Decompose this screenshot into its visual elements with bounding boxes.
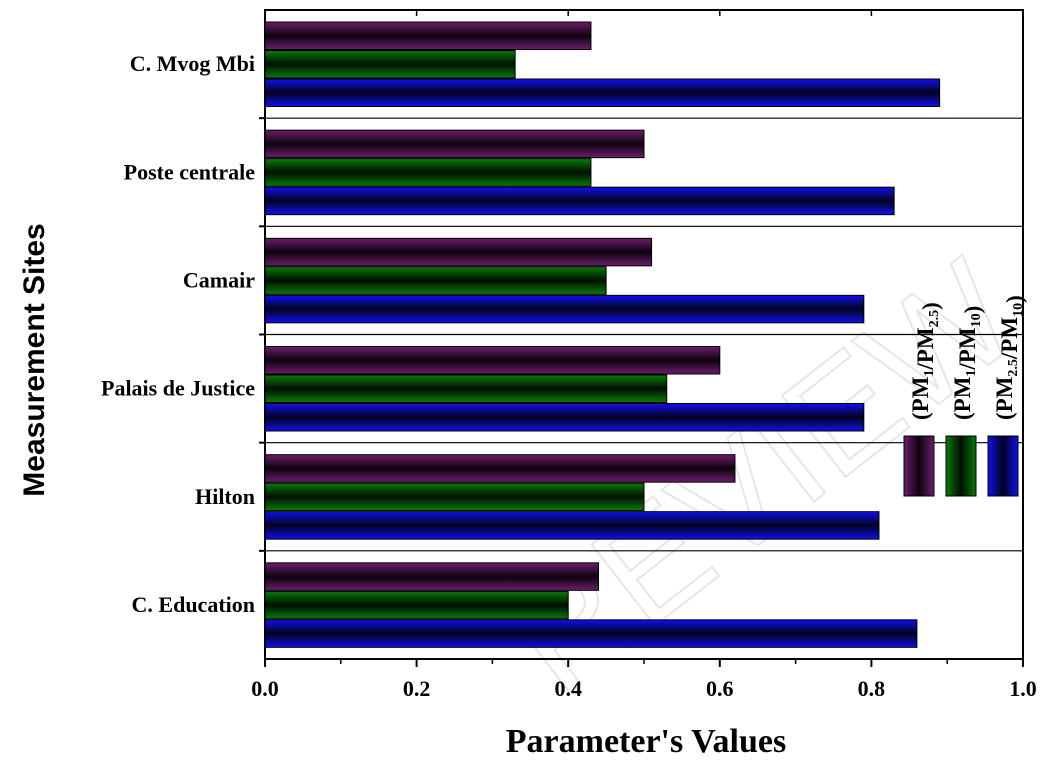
- y-tick-label: Hilton: [195, 484, 255, 509]
- y-tick-label: C. Education: [132, 592, 255, 617]
- bar: [264, 346, 721, 375]
- x-tick-label: 1.0: [1009, 676, 1037, 701]
- bar: [264, 21, 592, 50]
- x-axis-title: Parameter's Values: [506, 723, 786, 760]
- legend-label: (PM2.5/PM10): [992, 295, 1027, 420]
- x-tick-label: 0.0: [251, 676, 279, 701]
- legend-swatch: [987, 435, 1019, 497]
- bar: [264, 590, 569, 620]
- y-axis-title: Measurement Sites: [18, 223, 51, 496]
- bar: [264, 454, 736, 483]
- bar: [264, 403, 865, 432]
- bar: [264, 562, 600, 591]
- legend: (PM1/PM2.5)(PM1/PM10)(PM2.5/PM10): [903, 295, 1027, 497]
- bar: [264, 619, 918, 648]
- bar: [264, 129, 645, 159]
- bar: [264, 482, 645, 512]
- bar: [264, 294, 865, 324]
- y-tick-label: C. Mvog Mbi: [130, 51, 255, 76]
- bar: [264, 158, 592, 187]
- legend-label: (PM1/PM10): [950, 306, 985, 420]
- legend-swatch: [903, 435, 935, 497]
- y-tick-label: Camair: [183, 267, 255, 292]
- bar: [264, 237, 653, 267]
- bar: [264, 186, 895, 216]
- bar: [264, 78, 941, 107]
- y-tick-label: Palais de Justice: [101, 376, 255, 401]
- x-tick-label: 0.2: [403, 676, 431, 701]
- legend-swatch: [945, 435, 977, 497]
- y-tick-label: Poste centrale: [124, 159, 256, 184]
- x-tick-label: 0.8: [858, 676, 886, 701]
- bar: [264, 266, 607, 295]
- legend-label: (PM1/PM2.5): [908, 302, 943, 420]
- bar: [264, 511, 880, 540]
- bar: [264, 374, 668, 403]
- x-tick-label: 0.4: [554, 676, 582, 701]
- bar: [264, 50, 516, 79]
- x-tick-label: 0.6: [706, 676, 734, 701]
